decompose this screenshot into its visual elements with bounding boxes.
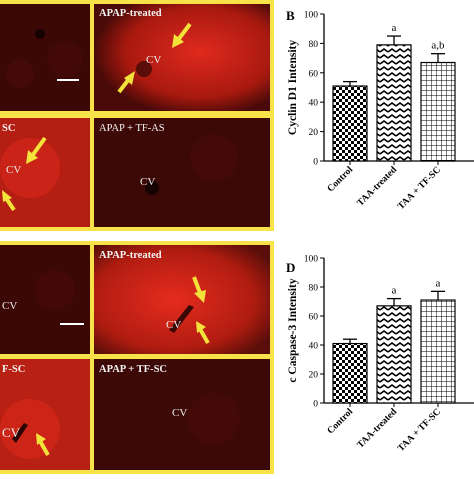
micrograph-bottom-right: APAP-treated CV [94,245,270,354]
micrograph-bottom-bottomleft: F-SC CV [0,359,90,470]
panel-letter: B [286,8,295,23]
tissue-texture [94,118,270,227]
central-vein-label: CV [2,425,21,440]
panel-label: APAP + TF-AS [99,123,165,134]
x-tick-label: Control [326,407,356,437]
y-tick-label: 0 [313,158,318,168]
arrow-icons [192,276,210,344]
central-vein-label: CV [166,319,182,331]
chart-d-svg: Dc Caspase-3 Intensity 0 20 40 60 80 100 Contro… [286,255,474,454]
micrograph-top-bottomright: APAP + TF-AS CV [94,118,270,227]
panel-label: APAP-treated [99,8,162,19]
significance-label: a,b [431,40,445,52]
bar [376,305,412,404]
bar [332,342,368,404]
panel-letter: D [286,260,295,275]
tissue-texture [94,359,270,470]
y-tick-label: 40 [309,99,319,109]
y-tick-label: 0 [313,400,318,410]
y-tick-label: 20 [309,371,319,381]
micrograph-top-right: APAP-treated CV [94,4,270,111]
arrow-icons [117,22,192,94]
x-tick-label: TAA + TF-SC [396,165,443,212]
arrow-icons [2,136,47,212]
central-vein-label: CV [6,164,22,176]
arrow-icons [36,433,50,456]
bar [376,44,412,162]
central-vein-label: CV [140,176,156,188]
chart-b-svg: B Cyclin D1 Intensity 0 20 40 60 80 100 Control a… [286,8,474,212]
y-tick-label: 60 [309,313,319,323]
bar [332,85,368,162]
micrograph-top-bottomleft: SC CV [0,118,90,227]
y-tick-label: 80 [309,40,319,50]
scale-bar [57,79,79,81]
y-axis-label: Cyclin D1 Intensity [287,40,299,135]
central-vein-label: CV [2,300,18,312]
central-vein-label: CV [172,407,188,419]
x-tick-label: TAA-treated [356,407,400,451]
tissue-texture [94,245,270,354]
tissue-texture [94,4,270,111]
scale-bar [60,323,84,325]
y-axis-label: c Caspase-3 Intensity [287,278,299,382]
significance-label: a [436,277,441,289]
micrograph-bottom-bottomright: APAP + TF-SC CV [94,359,270,470]
significance-label: a [392,285,397,297]
micrograph-top-left [0,4,90,111]
micrograph-bottom-left: CV [0,245,90,354]
y-tick-label: 40 [309,342,319,352]
y-tick-label: 20 [309,128,319,138]
y-tick-label: 100 [304,255,319,265]
bar [420,61,456,162]
y-tick-label: 60 [309,69,319,79]
y-tick-label: 80 [309,284,319,294]
y-tick-label: 100 [304,11,319,21]
panel-label: SC [2,123,16,134]
tissue-texture [0,359,90,470]
x-tick-label: Control [326,165,356,195]
tissue-texture [0,4,90,111]
x-tick-label: TAA + TF-SC [396,407,443,454]
tissue-texture [0,245,90,354]
chart-b: B Cyclin D1 Intensity 0 20 40 60 80 100 Control a… [276,0,474,236]
x-tick-label: TAA-treated [356,165,400,209]
bar [420,299,456,404]
panel-label: F-SC [2,364,26,375]
central-vein-label: CV [146,54,162,66]
panel-label: APAP + TF-SC [99,364,168,375]
panel-label: APAP-treated [99,250,162,261]
significance-label: a [392,22,397,34]
